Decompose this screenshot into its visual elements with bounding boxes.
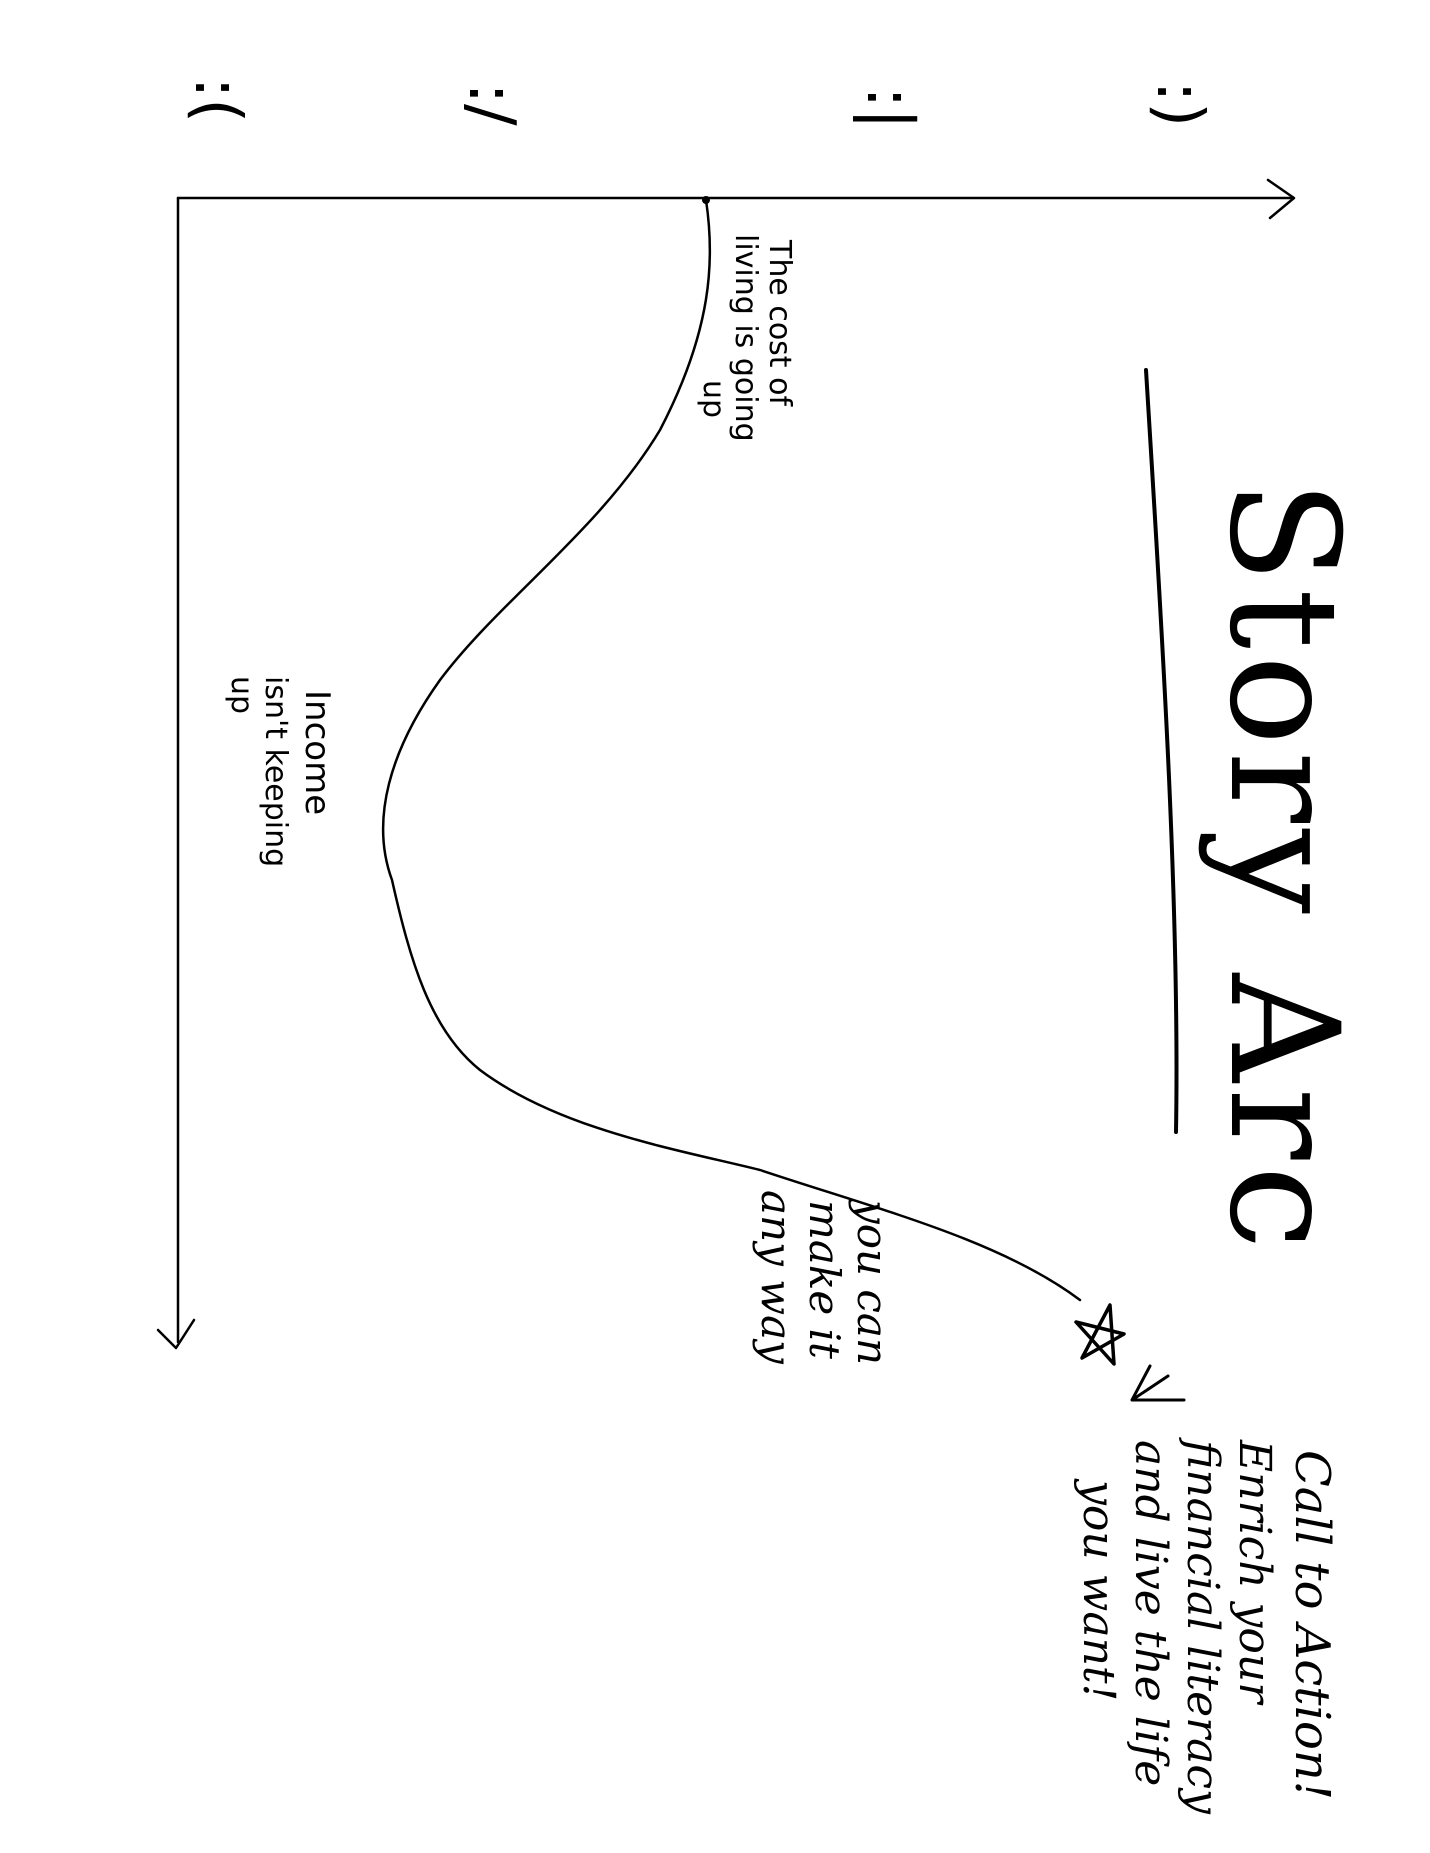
svg-text:make it: make it [800,1200,849,1359]
pointer-arrow-icon [1130,1364,1186,1402]
axes [156,178,1296,1350]
svg-text:living is going: living is going [728,234,763,442]
svg-text:any way: any way [752,1190,801,1365]
svg-text:Call to Action!: Call to Action! [1284,1450,1340,1800]
svg-text:Enrich your: Enrich your [1229,1439,1280,1706]
svg-text:and live the life: and live the life [1125,1440,1176,1786]
call-to-action-note: Call to Action! Enrich your financial li… [1073,1437,1340,1815]
title-underline [1144,368,1179,1134]
svg-text:up: up [224,676,259,714]
face-scale: :( :/ :| :) [180,77,1216,130]
svg-text:isn't keeping: isn't keeping [258,676,293,867]
horizontal-axis-arrow-icon [1266,178,1296,220]
svg-text:Income: Income [297,690,337,815]
story-arc-curve [381,198,1082,1302]
neutral-face-icon: :| [852,86,926,129]
cost-of-living-note: The cost of living is going up [696,234,797,442]
happy-face-icon: :) [1142,81,1216,128]
svg-text:you can: you can [848,1198,897,1365]
svg-text:up: up [696,380,731,418]
story-arc [381,196,1186,1402]
svg-text:The cost of: The cost of [762,239,797,407]
page-title: Story Arc [1196,480,1370,1256]
skeptical-face-icon: :/ [454,82,528,126]
svg-text:you want!: you want! [1073,1478,1124,1701]
income-note: Income isn't keeping up [224,676,337,867]
title-group: Story Arc [1144,368,1370,1256]
vertical-axis-arrow-icon [156,1318,196,1350]
sad-face-icon: :( [180,77,254,124]
svg-text:financial literacy: financial literacy [1177,1437,1228,1815]
make-it-note: you can make it any way [752,1190,897,1365]
star-icon [1074,1303,1126,1366]
